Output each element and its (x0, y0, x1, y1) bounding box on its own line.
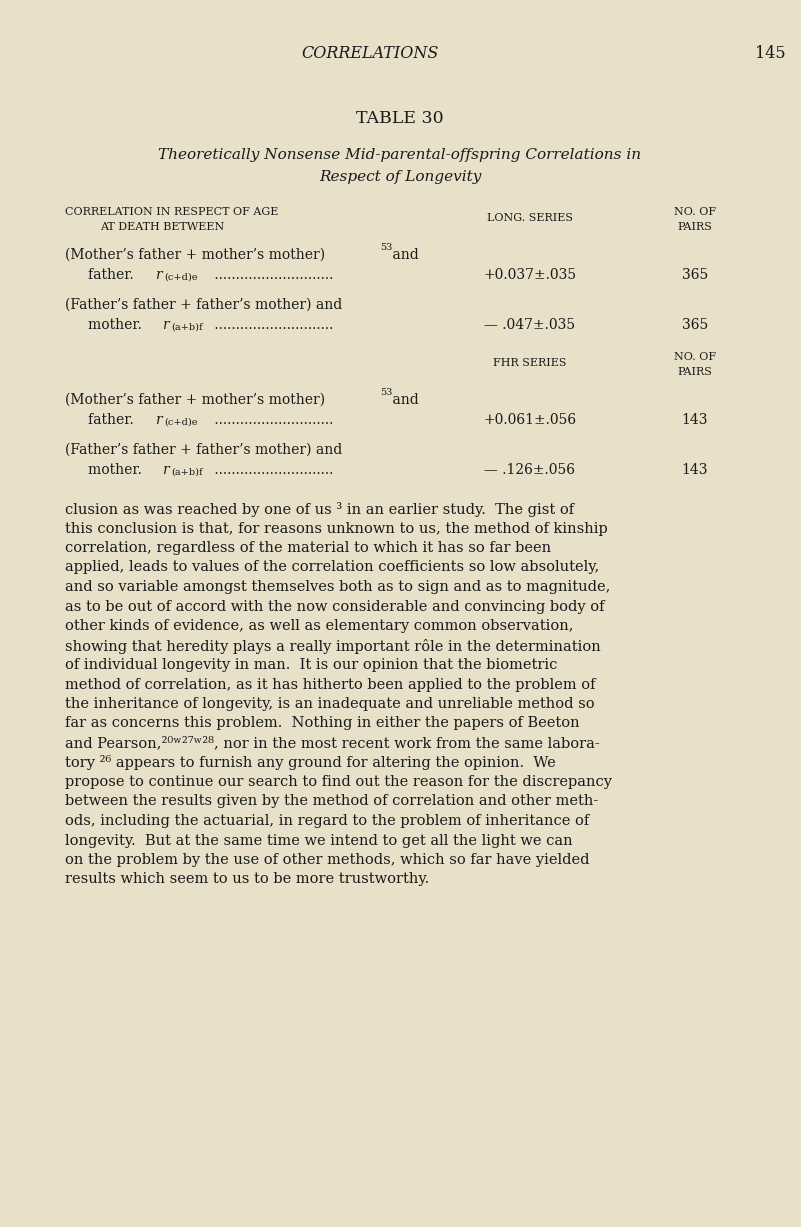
Text: father.: father. (88, 413, 143, 427)
Text: (a+b)f: (a+b)f (171, 323, 203, 333)
Text: 145: 145 (755, 45, 786, 63)
Text: PAIRS: PAIRS (678, 367, 712, 377)
Text: (a+b)f: (a+b)f (171, 467, 203, 477)
Text: 53: 53 (380, 388, 392, 398)
Text: ods, including the actuarial, in regard to the problem of inheritance of: ods, including the actuarial, in regard … (65, 814, 590, 828)
Text: correlation, regardless of the material to which it has so far been: correlation, regardless of the material … (65, 541, 551, 555)
Text: on the problem by the use of other methods, which so far have yielded: on the problem by the use of other metho… (65, 853, 590, 867)
Text: and so variable amongst themselves both as to sign and as to magnitude,: and so variable amongst themselves both … (65, 580, 610, 594)
Text: — .047±.035: — .047±.035 (485, 318, 576, 333)
Text: method of correlation, as it has hitherto been applied to the problem of: method of correlation, as it has hithert… (65, 677, 595, 692)
Text: 143: 143 (682, 463, 708, 477)
Text: mother.: mother. (88, 463, 151, 477)
Text: and: and (388, 248, 419, 263)
Text: between the results given by the method of correlation and other meth-: between the results given by the method … (65, 795, 598, 809)
Text: (c+d)e: (c+d)e (164, 272, 198, 282)
Text: r: r (162, 318, 169, 333)
Text: r: r (155, 413, 162, 427)
Text: showing that heredity plays a really important rôle in the determination: showing that heredity plays a really imp… (65, 638, 601, 654)
Text: results which seem to us to be more trustworthy.: results which seem to us to be more trus… (65, 872, 429, 886)
Text: CORRELATIONS: CORRELATIONS (301, 45, 439, 63)
Text: CORRELATION IN RESPECT OF AGE: CORRELATION IN RESPECT OF AGE (65, 207, 279, 217)
Text: (Father’s father + father’s mother) and: (Father’s father + father’s mother) and (65, 443, 342, 456)
Text: ............................: ............................ (210, 463, 333, 477)
Text: (Mother’s father + mother’s mother): (Mother’s father + mother’s mother) (65, 393, 325, 407)
Text: r: r (162, 463, 169, 477)
Text: PAIRS: PAIRS (678, 222, 712, 232)
Text: ............................: ............................ (210, 413, 333, 427)
Text: 365: 365 (682, 318, 708, 333)
Text: LONG. SERIES: LONG. SERIES (487, 213, 573, 223)
Text: 143: 143 (682, 413, 708, 427)
Text: +0.061±.056: +0.061±.056 (484, 413, 577, 427)
Text: longevity.  But at the same time we intend to get all the light we can: longevity. But at the same time we inten… (65, 833, 573, 848)
Text: ............................: ............................ (210, 267, 333, 282)
Text: (Father’s father + father’s mother) and: (Father’s father + father’s mother) and (65, 298, 342, 312)
Text: clusion as was reached by one of us ³ in an earlier study.  The gist of: clusion as was reached by one of us ³ in… (65, 502, 574, 517)
Text: (c+d)e: (c+d)e (164, 418, 198, 427)
Text: r: r (155, 267, 162, 282)
Text: 365: 365 (682, 267, 708, 282)
Text: AT DEATH BETWEEN: AT DEATH BETWEEN (100, 222, 224, 232)
Text: Respect of Longevity: Respect of Longevity (319, 171, 481, 184)
Text: and Pearson,²⁰ʷ²⁷ʷ²⁸, nor in the most recent work from the same labora-: and Pearson,²⁰ʷ²⁷ʷ²⁸, nor in the most re… (65, 736, 600, 750)
Text: and: and (388, 393, 419, 407)
Text: FHR SERIES: FHR SERIES (493, 358, 567, 368)
Text: tory ²⁶ appears to furnish any ground for altering the opinion.  We: tory ²⁶ appears to furnish any ground fo… (65, 756, 556, 771)
Text: — .126±.056: — .126±.056 (485, 463, 575, 477)
Text: mother.: mother. (88, 318, 151, 333)
Text: (Mother’s father + mother’s mother): (Mother’s father + mother’s mother) (65, 248, 325, 263)
Text: NO. OF: NO. OF (674, 352, 716, 362)
Text: +0.037±.035: +0.037±.035 (484, 267, 577, 282)
Text: propose to continue our search to find out the reason for the discrepancy: propose to continue our search to find o… (65, 775, 612, 789)
Text: this conclusion is that, for reasons unknown to us, the method of kinship: this conclusion is that, for reasons unk… (65, 521, 608, 535)
Text: of individual longevity in man.  It is our opinion that the biometric: of individual longevity in man. It is ou… (65, 658, 557, 672)
Text: applied, leads to values of the correlation coefficients so low absolutely,: applied, leads to values of the correlat… (65, 561, 599, 574)
Text: far as concerns this problem.  Nothing in either the papers of Beeton: far as concerns this problem. Nothing in… (65, 717, 580, 730)
Text: 53: 53 (380, 243, 392, 252)
Text: the inheritance of longevity, is an inadequate and unreliable method so: the inheritance of longevity, is an inad… (65, 697, 594, 710)
Text: father.: father. (88, 267, 143, 282)
Text: ............................: ............................ (210, 318, 333, 333)
Text: Theoretically Nonsense Mid-parental-offspring Correlations in: Theoretically Nonsense Mid-parental-offs… (159, 148, 642, 162)
Text: NO. OF: NO. OF (674, 207, 716, 217)
Text: TABLE 30: TABLE 30 (356, 110, 444, 128)
Text: as to be out of accord with the now considerable and convincing body of: as to be out of accord with the now cons… (65, 600, 605, 614)
Text: other kinds of evidence, as well as elementary common observation,: other kinds of evidence, as well as elem… (65, 618, 574, 633)
